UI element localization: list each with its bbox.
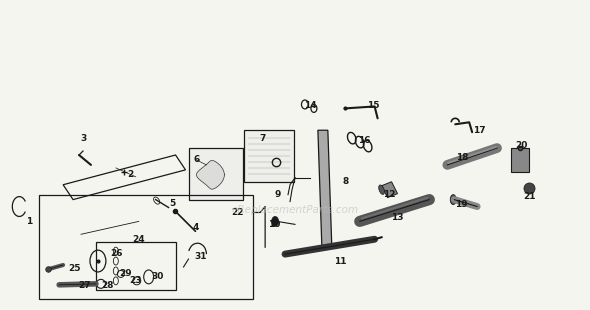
- Text: 4: 4: [192, 223, 199, 232]
- Ellipse shape: [450, 195, 456, 205]
- Text: 22: 22: [231, 208, 244, 217]
- Text: 31: 31: [194, 252, 206, 261]
- Text: 20: 20: [516, 141, 528, 150]
- Text: 19: 19: [455, 200, 467, 209]
- Text: 23: 23: [129, 276, 142, 286]
- Text: 10: 10: [268, 220, 280, 229]
- Bar: [39, 195, 253, 299]
- Text: 25: 25: [68, 264, 80, 273]
- Ellipse shape: [271, 216, 278, 226]
- Text: 29: 29: [120, 269, 132, 278]
- Text: 7: 7: [259, 134, 266, 143]
- Text: 1: 1: [26, 217, 32, 226]
- Text: 9: 9: [275, 190, 281, 199]
- Text: 18: 18: [456, 153, 468, 162]
- Text: 17: 17: [473, 126, 486, 135]
- Text: 16: 16: [358, 136, 371, 145]
- Bar: [511, 148, 529, 172]
- Text: 26: 26: [110, 249, 123, 258]
- Text: 13: 13: [391, 213, 404, 222]
- Text: 8: 8: [343, 177, 349, 186]
- Bar: [244, 130, 294, 182]
- Text: eReplacementParts.com: eReplacementParts.com: [231, 205, 359, 215]
- Ellipse shape: [379, 185, 385, 194]
- Polygon shape: [318, 130, 332, 247]
- Polygon shape: [196, 161, 224, 189]
- Text: 12: 12: [384, 190, 396, 199]
- Text: 15: 15: [368, 101, 380, 110]
- Text: 2: 2: [127, 170, 134, 179]
- Text: 21: 21: [524, 192, 536, 201]
- Text: 30: 30: [152, 272, 164, 281]
- Text: 6: 6: [194, 155, 199, 165]
- Text: 24: 24: [132, 235, 145, 244]
- Bar: [188, 148, 243, 200]
- Text: 5: 5: [169, 199, 176, 208]
- Text: 11: 11: [333, 257, 346, 266]
- Text: 28: 28: [101, 281, 114, 290]
- Text: 14: 14: [304, 101, 316, 110]
- Polygon shape: [382, 182, 398, 197]
- Text: 27: 27: [78, 281, 91, 290]
- Text: 3: 3: [81, 134, 87, 143]
